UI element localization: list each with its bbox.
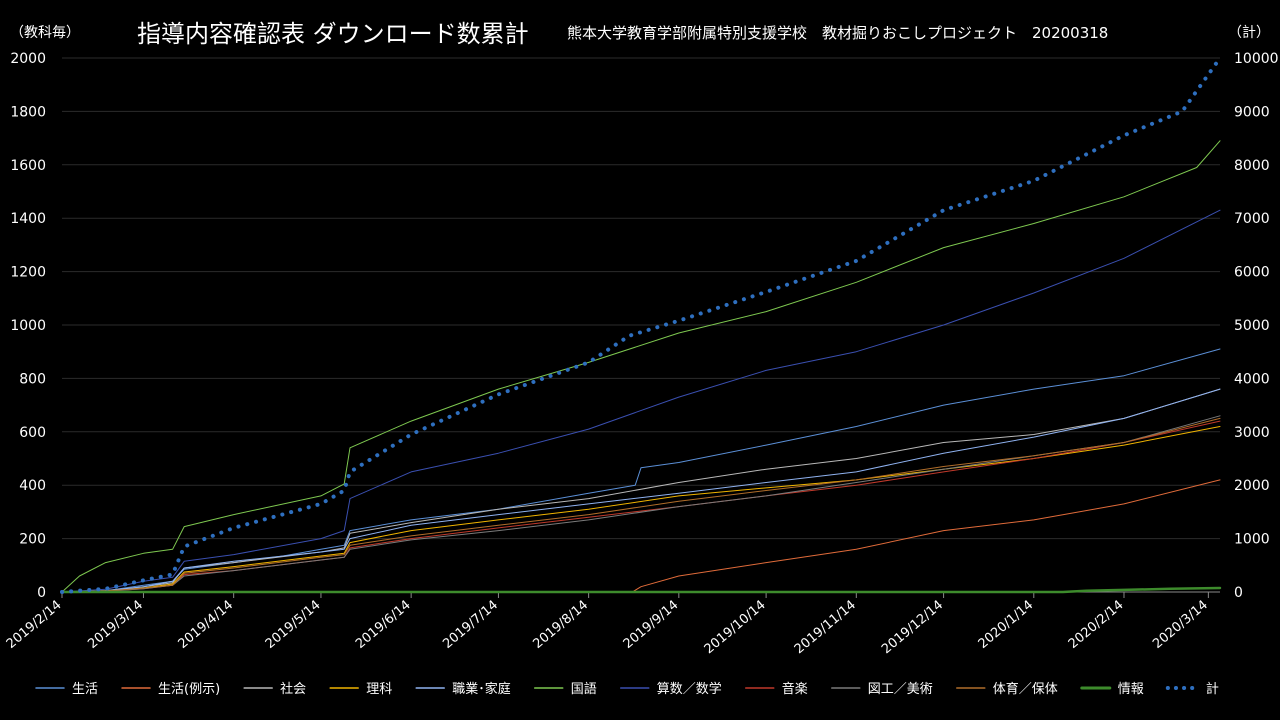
- x-tick-label: 2020/1/14: [976, 598, 1037, 652]
- legend-label: 理科: [366, 682, 392, 697]
- y-tick-label-right: 8000: [1234, 158, 1270, 174]
- x-tick-label: 2019/7/14: [440, 598, 501, 652]
- y-tick-label-right: 6000: [1234, 265, 1270, 281]
- y-tick-label-left: 1200: [10, 265, 46, 281]
- y-tick-label-left: 1400: [10, 211, 46, 227]
- series-line: [61, 388, 1221, 593]
- series-line: [61, 348, 1221, 593]
- legend-label: 生活: [72, 682, 98, 697]
- y-tick-label-right: 10000: [1234, 51, 1279, 67]
- legend-label: 生活(例示): [158, 682, 220, 697]
- y-tick-label-right: 0: [1234, 585, 1243, 601]
- y-tick-label-left: 800: [19, 371, 46, 387]
- x-tick-label: 2020/3/14: [1150, 598, 1211, 652]
- y-tick-label-left: 400: [19, 478, 46, 494]
- y-tick-label-right: 4000: [1234, 371, 1270, 387]
- legend-label: 社会: [280, 681, 306, 697]
- x-tick-label: 2020/2/14: [1066, 598, 1127, 652]
- series-line: [61, 388, 1221, 593]
- chart-title: 指導内容確認表 ダウンロード数累計: [137, 20, 529, 48]
- series-line: [61, 479, 1221, 593]
- legend-label: 図工／美術: [868, 682, 933, 697]
- y-tick-label-right: 1000: [1234, 532, 1270, 548]
- series-line: [61, 417, 1221, 593]
- x-tick-label: 2019/12/14: [879, 598, 946, 658]
- series-line: [61, 209, 1221, 593]
- y-tick-label-right: 9000: [1234, 104, 1270, 120]
- chart-subtitle: 熊本大学教育学部附属特別支援学校 教材掘りおこしプロジェクト 20200318: [567, 24, 1109, 42]
- legend-label: 体育／保体: [993, 681, 1058, 697]
- series-line: [61, 426, 1221, 593]
- x-tick-label: 2019/4/14: [176, 598, 237, 652]
- series-line: [60, 586, 1222, 594]
- x-tick-label: 2019/6/14: [353, 598, 414, 652]
- series-line: [60, 56, 1222, 594]
- x-tick-label: 2019/10/14: [702, 598, 769, 658]
- x-tick-label: 2019/3/14: [85, 598, 146, 652]
- left-axis-unit-label: （教科毎）: [10, 25, 80, 41]
- legend-label: 情報: [1118, 682, 1144, 697]
- x-tick-label: 2019/2/14: [4, 598, 65, 652]
- legend-label: 計: [1206, 681, 1219, 697]
- y-tick-label-left: 0: [37, 585, 46, 601]
- x-tick-label: 2019/8/14: [530, 598, 591, 652]
- y-tick-label-left: 600: [19, 425, 46, 441]
- y-tick-label-left: 1000: [10, 318, 46, 334]
- x-tick-label: 2019/9/14: [621, 598, 682, 652]
- legend-label: 音楽: [782, 681, 808, 697]
- y-tick-label-left: 1600: [10, 158, 46, 174]
- y-tick-label-left: 1800: [10, 104, 46, 120]
- y-tick-label-right: 3000: [1234, 425, 1270, 441]
- right-axis-unit-label: （計）: [1228, 25, 1270, 41]
- series-line: [61, 415, 1221, 593]
- series-line: [61, 140, 1221, 593]
- y-tick-label-right: 2000: [1234, 478, 1270, 494]
- y-tick-label-right: 7000: [1234, 211, 1270, 227]
- y-tick-label-right: 5000: [1234, 318, 1270, 334]
- legend-label: 職業･家庭: [452, 681, 511, 697]
- legend-label: 国語: [571, 681, 597, 697]
- legend-label: 算数／数学: [657, 681, 722, 697]
- y-tick-label-left: 2000: [10, 51, 46, 67]
- y-tick-label-left: 200: [19, 532, 46, 548]
- x-tick-label: 2019/11/14: [792, 598, 859, 658]
- x-tick-label: 2019/5/14: [263, 598, 324, 652]
